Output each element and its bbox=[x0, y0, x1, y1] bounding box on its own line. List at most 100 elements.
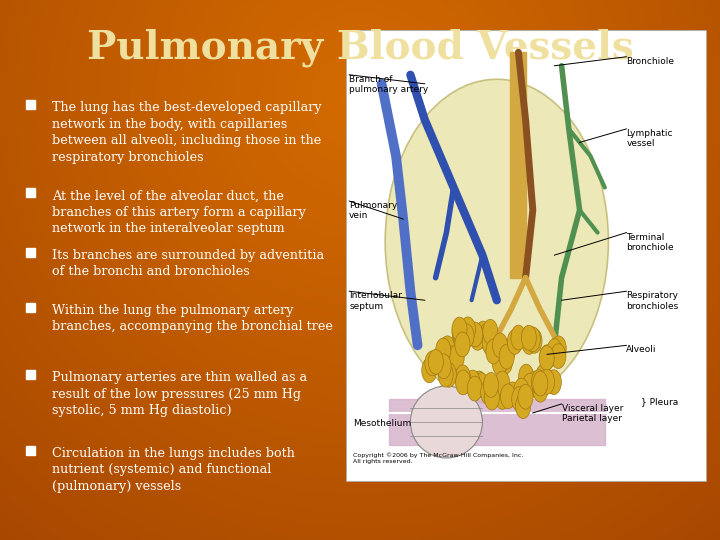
Polygon shape bbox=[389, 400, 605, 444]
Ellipse shape bbox=[550, 373, 565, 398]
Ellipse shape bbox=[490, 371, 505, 396]
Ellipse shape bbox=[449, 348, 464, 373]
Text: } Pleura: } Pleura bbox=[641, 397, 678, 406]
Text: Mesothelium: Mesothelium bbox=[353, 420, 411, 429]
Ellipse shape bbox=[542, 350, 557, 375]
Ellipse shape bbox=[441, 337, 456, 362]
Ellipse shape bbox=[553, 341, 568, 366]
Ellipse shape bbox=[431, 352, 446, 377]
Ellipse shape bbox=[488, 347, 503, 372]
Ellipse shape bbox=[540, 340, 555, 365]
Bar bbox=[26, 248, 35, 256]
Ellipse shape bbox=[461, 315, 476, 340]
Bar bbox=[26, 100, 35, 109]
Text: Lymphatic
vessel: Lymphatic vessel bbox=[626, 129, 673, 149]
Ellipse shape bbox=[448, 318, 463, 342]
Bar bbox=[346, 30, 706, 481]
Ellipse shape bbox=[431, 361, 446, 386]
Ellipse shape bbox=[464, 324, 480, 349]
Ellipse shape bbox=[490, 378, 505, 403]
Ellipse shape bbox=[524, 361, 539, 386]
Text: Its branches are surrounded by adventitia
of the bronchi and bronchioles: Its branches are surrounded by adventiti… bbox=[52, 249, 324, 278]
Ellipse shape bbox=[436, 363, 451, 388]
Ellipse shape bbox=[503, 390, 518, 415]
Ellipse shape bbox=[499, 334, 514, 359]
Ellipse shape bbox=[527, 369, 542, 394]
Ellipse shape bbox=[526, 340, 541, 365]
Ellipse shape bbox=[462, 322, 477, 346]
Ellipse shape bbox=[428, 348, 443, 373]
Ellipse shape bbox=[470, 369, 485, 394]
Ellipse shape bbox=[551, 348, 566, 373]
Text: Terminal
bronchiole: Terminal bronchiole bbox=[626, 233, 674, 252]
Ellipse shape bbox=[526, 364, 541, 389]
Ellipse shape bbox=[486, 378, 501, 403]
Ellipse shape bbox=[468, 376, 483, 401]
Ellipse shape bbox=[523, 377, 539, 402]
Ellipse shape bbox=[502, 342, 517, 367]
Text: Bronchiole: Bronchiole bbox=[626, 57, 675, 66]
Ellipse shape bbox=[385, 79, 608, 404]
Bar bbox=[26, 303, 35, 312]
Ellipse shape bbox=[439, 357, 454, 382]
Ellipse shape bbox=[516, 382, 531, 407]
Ellipse shape bbox=[508, 388, 523, 413]
Ellipse shape bbox=[531, 386, 546, 410]
Ellipse shape bbox=[508, 339, 523, 364]
Text: Pulmonary
vein: Pulmonary vein bbox=[349, 201, 397, 220]
Text: Branch of
pulmonary artery: Branch of pulmonary artery bbox=[349, 75, 428, 94]
Text: Pulmonary Blood Vessels: Pulmonary Blood Vessels bbox=[86, 29, 634, 68]
Ellipse shape bbox=[490, 374, 505, 398]
Ellipse shape bbox=[523, 335, 538, 360]
Text: The lung has the best-developed capillary
network in the body, with capillaries
: The lung has the best-developed capillar… bbox=[52, 102, 321, 164]
Ellipse shape bbox=[528, 367, 544, 392]
Ellipse shape bbox=[490, 373, 505, 398]
Ellipse shape bbox=[457, 333, 472, 357]
Ellipse shape bbox=[442, 353, 457, 378]
Ellipse shape bbox=[455, 332, 470, 356]
Ellipse shape bbox=[529, 374, 544, 399]
Ellipse shape bbox=[511, 394, 526, 418]
Ellipse shape bbox=[456, 374, 472, 399]
Text: Pulmonary arteries are thin walled as a
result of the low pressures (25 mm Hg
sy: Pulmonary arteries are thin walled as a … bbox=[52, 372, 307, 417]
Ellipse shape bbox=[458, 367, 473, 392]
Ellipse shape bbox=[513, 379, 528, 404]
Bar bbox=[26, 188, 35, 197]
Ellipse shape bbox=[485, 317, 500, 342]
Text: Visceral layer
Parietal layer: Visceral layer Parietal layer bbox=[562, 404, 623, 423]
Ellipse shape bbox=[536, 380, 552, 405]
Ellipse shape bbox=[547, 351, 562, 375]
Ellipse shape bbox=[447, 336, 462, 361]
Ellipse shape bbox=[511, 340, 526, 365]
Ellipse shape bbox=[470, 325, 485, 350]
Bar bbox=[26, 446, 35, 455]
Ellipse shape bbox=[517, 386, 532, 411]
Ellipse shape bbox=[506, 334, 521, 359]
Text: Alveoli: Alveoli bbox=[626, 345, 657, 354]
Ellipse shape bbox=[481, 316, 496, 341]
Ellipse shape bbox=[492, 382, 507, 407]
Ellipse shape bbox=[523, 370, 539, 395]
Ellipse shape bbox=[487, 346, 503, 370]
Ellipse shape bbox=[461, 376, 476, 401]
Ellipse shape bbox=[441, 342, 456, 367]
Text: Respiratory
bronchioles: Respiratory bronchioles bbox=[626, 291, 679, 310]
Ellipse shape bbox=[449, 346, 464, 370]
Polygon shape bbox=[510, 52, 526, 278]
Text: Copyright ©2006 by The McGraw-Hill Companies, Inc.
All rights reserved.: Copyright ©2006 by The McGraw-Hill Compa… bbox=[353, 452, 523, 463]
Ellipse shape bbox=[456, 364, 472, 389]
Ellipse shape bbox=[509, 336, 524, 361]
Text: Circulation in the lungs includes both
nutrient (systemic) and functional
(pulmo: Circulation in the lungs includes both n… bbox=[52, 447, 294, 493]
Ellipse shape bbox=[535, 372, 550, 397]
Ellipse shape bbox=[467, 320, 482, 345]
Ellipse shape bbox=[528, 330, 544, 355]
Text: At the level of the alveolar duct, the
branches of this artery form a capillary
: At the level of the alveolar duct, the b… bbox=[52, 190, 306, 235]
Ellipse shape bbox=[461, 331, 476, 356]
Ellipse shape bbox=[479, 318, 494, 342]
Ellipse shape bbox=[492, 334, 508, 359]
Bar bbox=[26, 370, 35, 379]
Ellipse shape bbox=[546, 334, 561, 359]
Text: Interlobular
septum: Interlobular septum bbox=[349, 291, 402, 310]
Text: Within the lung the pulmonary artery
branches, accompanying the bronchial tree: Within the lung the pulmonary artery bra… bbox=[52, 304, 333, 333]
Circle shape bbox=[410, 386, 482, 458]
